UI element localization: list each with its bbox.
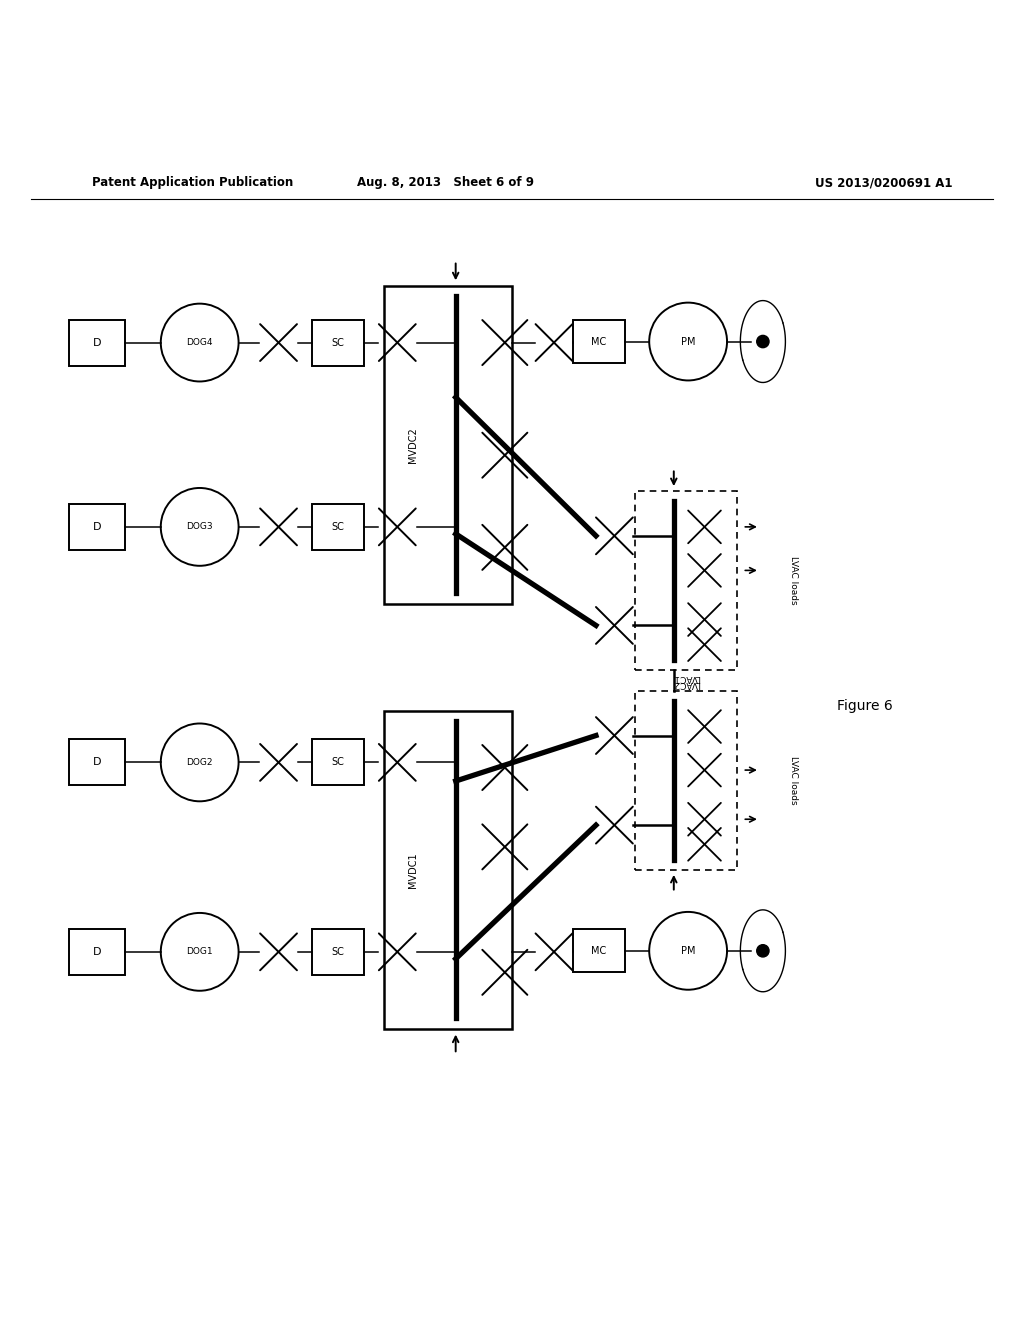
Bar (70, 319, 125, 366)
Text: DOG1: DOG1 (186, 948, 213, 956)
Text: MC: MC (592, 337, 606, 347)
Text: LVAC1: LVAC1 (673, 673, 699, 682)
Text: SC: SC (332, 758, 344, 767)
Text: LVAC loads: LVAC loads (790, 756, 798, 805)
Text: Figure 6: Figure 6 (838, 700, 893, 713)
Text: D: D (93, 338, 101, 347)
Bar (312, 929, 364, 975)
Text: SC: SC (332, 946, 344, 957)
Text: PM: PM (681, 337, 695, 347)
Text: SC: SC (332, 521, 344, 532)
Bar (312, 319, 364, 366)
Text: Aug. 8, 2013   Sheet 6 of 9: Aug. 8, 2013 Sheet 6 of 9 (357, 177, 534, 189)
Text: LVAC loads: LVAC loads (790, 556, 798, 605)
Text: PM: PM (681, 946, 695, 956)
Text: US 2013/0200691 A1: US 2013/0200691 A1 (815, 177, 952, 189)
Circle shape (757, 335, 769, 347)
Bar (635, 690, 737, 870)
Bar (312, 504, 364, 550)
Bar (573, 319, 625, 363)
Text: MVDC2: MVDC2 (408, 428, 418, 463)
Text: LVAC2: LVAC2 (673, 678, 699, 688)
Bar (635, 491, 737, 671)
Bar (312, 739, 364, 785)
Bar (70, 929, 125, 975)
Text: DOG3: DOG3 (186, 523, 213, 532)
Text: D: D (93, 946, 101, 957)
Text: Patent Application Publication: Patent Application Publication (92, 177, 294, 189)
Text: MVDC1: MVDC1 (408, 853, 418, 888)
Bar (70, 739, 125, 785)
Bar (384, 286, 512, 603)
Text: D: D (93, 521, 101, 532)
Circle shape (757, 945, 769, 957)
Text: DOG4: DOG4 (186, 338, 213, 347)
Bar (384, 711, 512, 1028)
Bar (70, 504, 125, 550)
Text: SC: SC (332, 338, 344, 347)
Bar (573, 929, 625, 973)
Text: MC: MC (592, 946, 606, 956)
Text: D: D (93, 758, 101, 767)
Text: DOG2: DOG2 (186, 758, 213, 767)
